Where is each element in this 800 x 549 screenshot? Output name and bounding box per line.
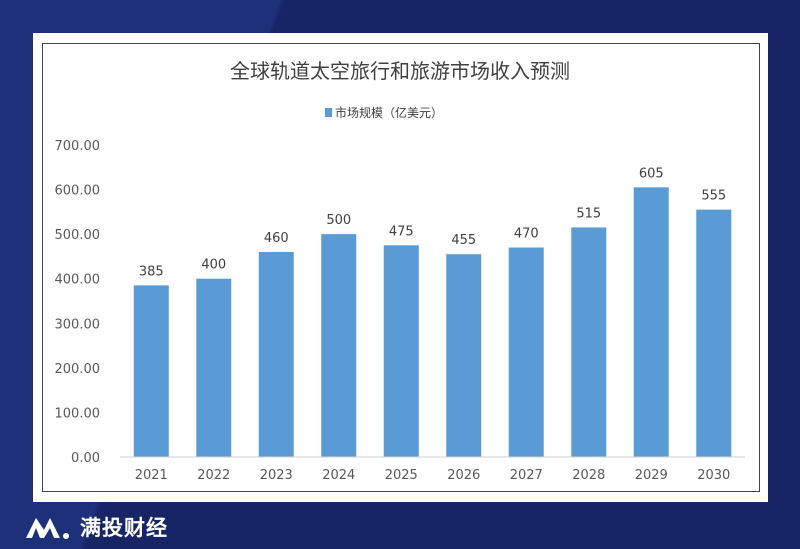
- data-label: 455: [451, 233, 476, 248]
- y-tick-label: 400.00: [55, 273, 101, 288]
- brand-logo-icon: [26, 518, 69, 539]
- bar: [321, 234, 357, 457]
- brand-logo: 满投财经: [26, 512, 168, 542]
- data-label: 460: [264, 231, 289, 246]
- y-tick-label: 200.00: [55, 362, 101, 377]
- y-tick-label: 100.00: [55, 406, 101, 421]
- bar: [696, 209, 732, 457]
- bar: [196, 278, 232, 457]
- data-label: 385: [139, 264, 164, 279]
- bar: [508, 247, 544, 457]
- bar: [633, 187, 669, 458]
- x-tick-label: 2026: [447, 468, 480, 483]
- x-tick-label: 2028: [572, 468, 605, 483]
- x-tick-label: 2027: [510, 468, 543, 483]
- data-label: 470: [514, 227, 539, 242]
- bar: [571, 227, 607, 457]
- data-label: 515: [576, 206, 601, 221]
- data-label: 475: [389, 224, 414, 239]
- x-tick-label: 2021: [135, 468, 168, 483]
- bar: [258, 251, 294, 457]
- data-label: 555: [701, 189, 726, 204]
- y-tick-label: 700.00: [55, 139, 101, 154]
- data-label: 500: [326, 213, 351, 228]
- y-tick-label: 600.00: [55, 184, 101, 199]
- x-tick-label: 2025: [385, 468, 418, 483]
- bar: [133, 285, 169, 457]
- x-tick-label: 2024: [322, 468, 355, 483]
- bar: [446, 254, 482, 457]
- x-tick-label: 2023: [260, 468, 293, 483]
- chart-title: 全球轨道太空旅行和旅游市场收入预测: [230, 59, 570, 83]
- brand-name: 满投财经: [80, 516, 168, 540]
- y-tick-label: 300.00: [55, 317, 101, 332]
- data-label: 605: [639, 166, 664, 181]
- x-tick-label: 2029: [635, 468, 668, 483]
- data-label: 400: [201, 258, 226, 273]
- x-tick-label: 2030: [697, 468, 730, 483]
- legend-label: 市场规模（亿美元）: [335, 105, 443, 120]
- y-tick-label: 0.00: [71, 451, 100, 466]
- x-tick-label: 2022: [197, 468, 230, 483]
- bar: [383, 245, 419, 457]
- y-tick-label: 500.00: [55, 228, 101, 243]
- legend-swatch: [325, 108, 332, 117]
- chart-frame: [42, 43, 760, 492]
